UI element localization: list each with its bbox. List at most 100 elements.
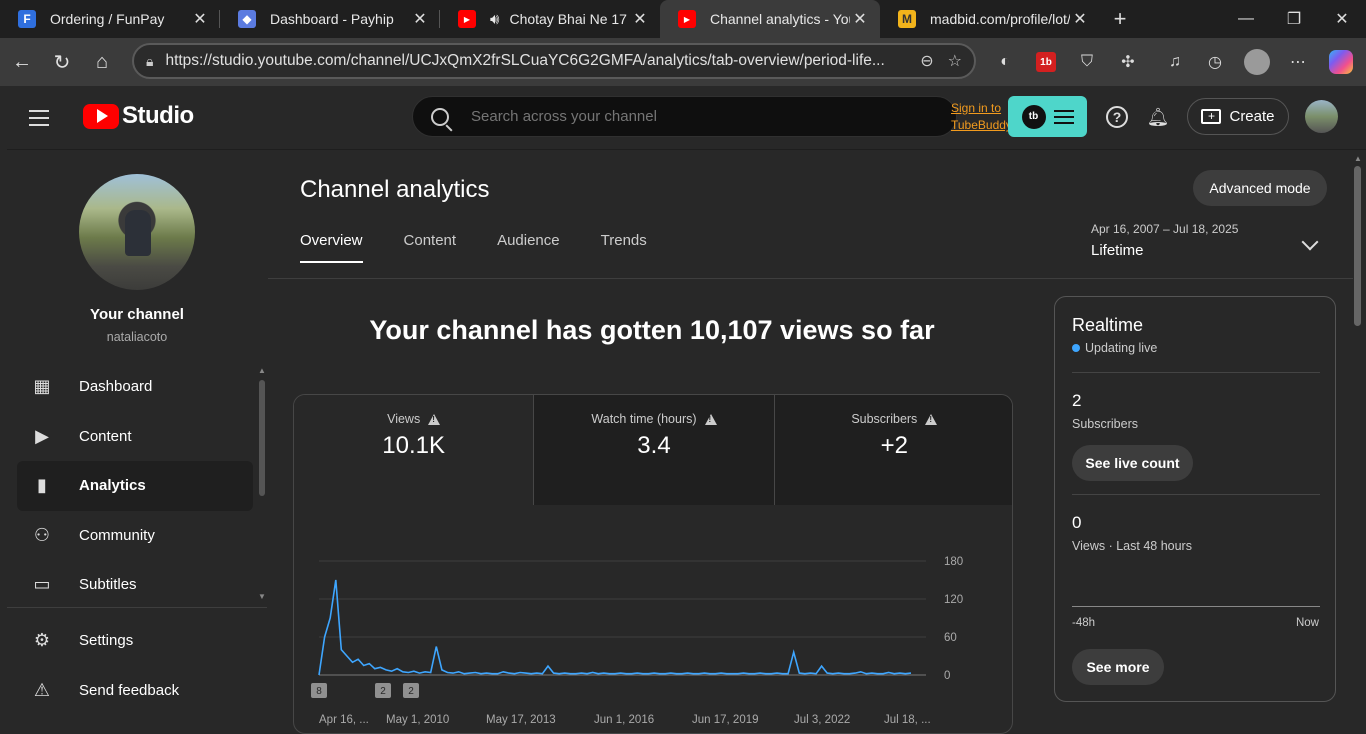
studio-logo[interactable]: Studio [83, 102, 194, 130]
close-tab-icon[interactable]: ✕ [633, 11, 647, 28]
realtime-status: Updating live [1072, 341, 1157, 355]
see-more-button[interactable]: See more [1072, 649, 1164, 685]
browser-tab[interactable]: M madbid.com/profile/lot/ ✕ [880, 0, 1100, 38]
sidebar-item-content[interactable]: ▶︎ Content [17, 412, 253, 462]
sidebar-item-community[interactable]: ⚇ Community [17, 511, 253, 561]
scroll-down-icon[interactable]: ▼ [258, 592, 266, 601]
chart-marker[interactable]: 2 [403, 683, 419, 698]
live-dot-icon [1072, 344, 1080, 352]
chart-marker-label: 2 [380, 686, 386, 697]
copilot-icon[interactable] [1324, 45, 1358, 79]
tab-trends[interactable]: Trends [600, 232, 647, 249]
browser-tab-active[interactable]: ▶ Channel analytics - YouT ✕ [660, 0, 880, 38]
warning-icon[interactable] [704, 413, 717, 425]
tubebuddy-menu-button[interactable]: tb [1008, 96, 1087, 137]
more-menu-icon[interactable]: ⋯ [1290, 54, 1306, 71]
close-tab-icon[interactable]: ✕ [853, 11, 867, 28]
youtube-play-icon [83, 103, 119, 129]
sidebar-item-settings[interactable]: ⚙ Settings [17, 616, 253, 666]
chart-marker[interactable]: 2 [375, 683, 391, 698]
sidebar-item-send-feedback[interactable]: ⚠ Send feedback [17, 666, 253, 716]
sidebar-item-subtitles[interactable]: ▭ Subtitles [17, 560, 253, 610]
menu-icon[interactable] [29, 104, 57, 132]
back-icon[interactable]: ← [12, 50, 32, 73]
close-tab-icon[interactable]: ✕ [413, 11, 427, 28]
views-chart-svg: 180 120 60 0 8 2 2 Apr 16, ... May 1, 2010 May 17… [311, 556, 963, 726]
metric-subscribers[interactable]: Subscribers +2 [774, 395, 1012, 505]
divider [1072, 494, 1320, 495]
gear-icon: ⚙ [33, 630, 51, 651]
address-bar[interactable]: 🔒︎ https://studio.youtube.com/channel/UC… [132, 43, 976, 79]
zoom-icon[interactable]: ⊖ [920, 53, 934, 70]
minimize-icon[interactable]: — [1238, 10, 1254, 27]
realtime-subs-value: 2 [1072, 391, 1082, 410]
see-live-count-button[interactable]: See live count [1072, 445, 1193, 481]
tubebuddy-extension-icon[interactable]: 1b [1029, 45, 1063, 79]
metric-value: 3.4 [637, 432, 671, 459]
speaker-icon[interactable]: 🔊︎ [490, 10, 500, 28]
sidebar-item-analytics[interactable]: ▮ Analytics [17, 461, 253, 511]
period-selector[interactable]: Lifetime [1091, 242, 1144, 259]
funpay-favicon-icon: F [18, 10, 36, 28]
restore-icon[interactable]: ❐ [1286, 11, 1302, 28]
help-button[interactable]: ? [1104, 104, 1130, 130]
history-icon[interactable]: ◷ [1208, 54, 1222, 71]
home-icon[interactable]: ⌂ [95, 50, 109, 73]
metric-watch-time[interactable]: Watch time (hours) 3.4 [534, 395, 775, 505]
sidebar-item-label: Send feedback [79, 681, 180, 699]
realtime-axis-right: Now [1295, 617, 1319, 629]
metric-value: 10.1K [382, 432, 446, 459]
period-range[interactable]: Apr 16, 2007 – Jul 18, 2025 [1091, 222, 1239, 236]
tab-content[interactable]: Content [403, 232, 457, 249]
url-text[interactable]: https://studio.youtube.com/channel/UCJxQ… [165, 52, 885, 69]
warning-icon[interactable] [428, 413, 441, 425]
channel-avatar[interactable] [79, 174, 195, 290]
sidebar-item-dashboard[interactable]: ▦ Dashboard [17, 362, 253, 412]
extensions-puzzle-icon[interactable]: ✣ [1121, 54, 1135, 71]
media-icon[interactable]: ♫ [1169, 53, 1181, 70]
sidebar-item-label: Dashboard [79, 378, 153, 396]
sidebar-scrollbar[interactable] [259, 380, 265, 496]
close-window-icon[interactable]: ✕ [1335, 11, 1349, 28]
favorite-star-icon[interactable]: ☆ [947, 53, 962, 70]
shield-icon[interactable]: ⛉ [1080, 53, 1093, 70]
new-tab-icon[interactable]: + [1113, 6, 1127, 31]
tubebuddy-link-line-2[interactable]: TubeBuddy [951, 118, 1012, 132]
extension-icon[interactable]: ◐ [1000, 53, 1010, 70]
chart-marker-label: 2 [408, 686, 414, 697]
hamburger-icon [1053, 109, 1074, 124]
page-scrollbar[interactable] [1354, 166, 1361, 326]
chevron-down-icon[interactable] [1301, 233, 1319, 251]
browser-tab[interactable]: ◆ Dashboard - Payhip ✕ [220, 0, 440, 38]
tab-overview[interactable]: Overview [300, 232, 363, 263]
browser-tab[interactable]: ▶ 🔊︎ Chotay Bhai Ne 17 S ✕ [440, 0, 660, 38]
site-info-icon[interactable]: 🔒︎ [146, 52, 154, 69]
tab-title: Chotay Bhai Ne 17 S [509, 11, 630, 27]
warning-icon[interactable] [925, 413, 938, 425]
realtime-status-text: Updating live [1085, 341, 1158, 355]
x-tick-label: Jun 17, 2019 [692, 714, 759, 726]
tab-audience[interactable]: Audience [497, 232, 560, 249]
search-box[interactable] [412, 96, 957, 137]
tubebuddy-sign-in-link[interactable]: Sign in to TubeBuddy [951, 100, 1012, 134]
profile-icon[interactable] [1240, 45, 1274, 79]
notifications-bell-icon[interactable]: 🔔︎ [1146, 106, 1170, 127]
create-button[interactable]: + Create [1187, 98, 1289, 135]
views-chart[interactable]: 180 120 60 0 8 2 2 Apr 16, ... May 1, 2010 May 17… [294, 545, 1012, 733]
account-avatar[interactable] [1305, 100, 1338, 133]
scroll-up-icon[interactable]: ▲ [1354, 154, 1362, 163]
browser-tab[interactable]: F Ordering / FunPay ✕ [0, 0, 220, 38]
metric-label: Subscribers [851, 412, 918, 426]
tubebuddy-link-line-1[interactable]: Sign in to [951, 101, 1002, 115]
realtime-axis [1072, 606, 1320, 607]
metric-views[interactable]: Views 10.1K [294, 395, 535, 505]
chart-marker[interactable]: 8 [311, 683, 327, 698]
tab-title: Channel analytics - YouT [710, 11, 850, 27]
close-tab-icon[interactable]: ✕ [193, 11, 207, 28]
close-tab-icon[interactable]: ✕ [1073, 11, 1087, 28]
search-input[interactable] [471, 108, 901, 125]
x-tick-label: Jul 3, 2022 [794, 714, 850, 726]
reload-icon[interactable]: ↻ [53, 51, 71, 74]
scroll-up-icon[interactable]: ▲ [258, 366, 266, 375]
advanced-mode-button[interactable]: Advanced mode [1193, 170, 1327, 206]
